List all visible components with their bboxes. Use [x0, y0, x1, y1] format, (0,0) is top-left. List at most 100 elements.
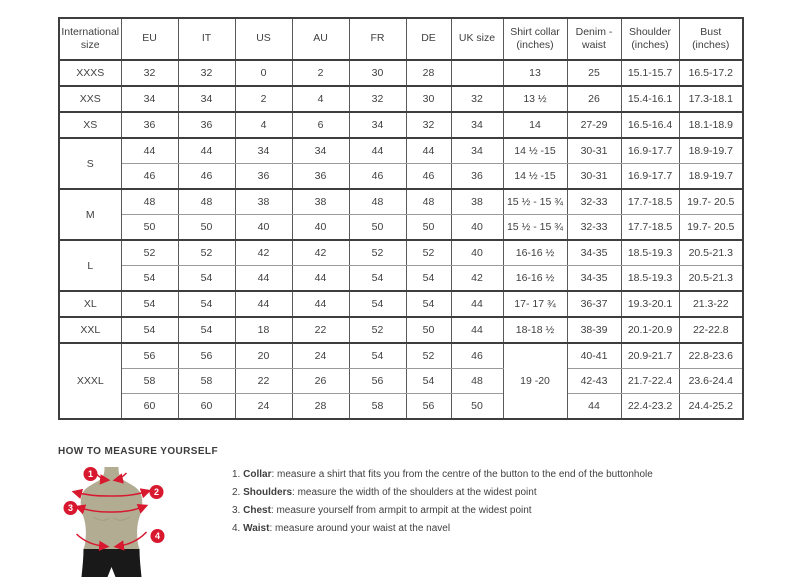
size-cell: 44	[177, 138, 236, 164]
size-cell: 15 ½ - 15 ¾	[502, 214, 568, 241]
size-cell: 56	[120, 343, 179, 369]
size-cell: 58	[120, 368, 179, 394]
mannequin-torso	[80, 467, 143, 549]
size-cell: 18	[234, 317, 293, 344]
size-cell: 16.9-17.7	[620, 138, 680, 164]
size-cell: 40	[450, 240, 504, 266]
size-cell: 34	[234, 138, 293, 164]
size-cell: 50	[120, 214, 179, 241]
size-cell: 34	[291, 138, 350, 164]
measure-heading: HOW TO MEASURE YOURSELF	[58, 446, 218, 457]
size-cell: 46	[450, 343, 504, 369]
size-cell: 36	[450, 163, 504, 190]
size-cell: 20.5-21.3	[678, 265, 744, 292]
size-cell: 42	[291, 240, 350, 266]
size-cell: 52	[405, 343, 452, 369]
measure-section: 1 2 3 4 1. Collar: measure a shirt that …	[58, 465, 787, 588]
size-cell: 14	[502, 112, 568, 139]
size-cell: 42	[450, 265, 504, 292]
size-cell: 52	[348, 240, 407, 266]
size-cell: 15 ½ - 15 ¾	[502, 189, 568, 215]
size-cell: 42-43	[566, 368, 622, 394]
measure-line-shoulders-right	[111, 488, 152, 499]
size-cell: 32	[450, 86, 504, 113]
size-cell: L	[58, 240, 122, 292]
table-row: XXXL 56 56 20 24 54 52 46 19 -20 40-41 20.9-21.7 22…	[58, 343, 744, 420]
size-cell: 2	[234, 86, 293, 113]
size-cell: XXL	[58, 317, 122, 344]
size-cell: 54	[348, 291, 407, 318]
step-term: Chest	[243, 505, 271, 516]
size-cell: S	[58, 138, 122, 190]
step-term: Collar	[243, 469, 272, 480]
size-cell: 26	[566, 86, 622, 113]
size-cell: 60	[120, 393, 179, 420]
size-cell: 54	[405, 265, 452, 292]
size-cell: 20	[234, 343, 293, 369]
size-cell: 56	[177, 343, 236, 369]
size-cell: 46	[405, 163, 452, 190]
measure-steps: 1. Collar: measure a shirt that fits you…	[232, 465, 653, 541]
size-cell: 58	[177, 368, 236, 394]
size-cell: 20.9-21.7	[620, 343, 680, 369]
size-cell: 50	[177, 214, 236, 241]
size-cell: 16.5-17.2	[678, 60, 744, 87]
size-cell: 48	[120, 189, 179, 215]
size-cell: 38-39	[566, 317, 622, 344]
size-cell: 48	[405, 189, 452, 215]
size-cell: 32	[120, 60, 179, 87]
size-cell: 54	[348, 265, 407, 292]
column-header: US	[234, 18, 293, 61]
size-cell: 14 ½ -15	[502, 163, 568, 190]
size-cell: 22-22.8	[678, 317, 744, 344]
size-cell: 22	[291, 317, 350, 344]
size-cell: 38	[450, 189, 504, 215]
size-cell: 36	[120, 112, 179, 139]
size-cell: 16.9-17.7	[620, 163, 680, 190]
table-row: 54 54 44 44 54 54 42 16-16 ½ 34-35 18.5-19.3 20.5-…	[59, 265, 744, 292]
size-cell: 27-29	[566, 112, 622, 139]
size-cell: 44	[405, 138, 452, 164]
size-cell: 52	[120, 240, 179, 266]
size-cell: 44	[450, 317, 504, 344]
size-cell: 28	[291, 393, 350, 420]
size-cell: 20.5-21.3	[678, 240, 744, 266]
measure-marker-2	[149, 485, 164, 499]
size-cell: 17.7-18.5	[620, 214, 680, 241]
size-cell: 34-35	[566, 265, 622, 292]
column-header: International size	[58, 18, 122, 61]
size-cell: 4	[234, 112, 293, 139]
size-cell: 56	[405, 393, 452, 420]
size-cell: 50	[405, 317, 452, 344]
size-cell: 32	[348, 86, 407, 113]
size-cell: 44	[291, 265, 350, 292]
size-cell: 36	[177, 112, 236, 139]
size-cell: 22	[234, 368, 293, 394]
size-cell: 46	[348, 163, 407, 190]
size-cell: 17- 17 ¾	[502, 291, 568, 318]
size-cell: 34	[120, 86, 179, 113]
size-cell: 18.1-18.9	[678, 112, 744, 139]
column-header: Shirt collar (inches)	[502, 18, 568, 61]
size-cell: 44	[450, 291, 504, 318]
size-cell: XXXL	[58, 343, 122, 420]
size-cell: XXS	[58, 86, 122, 113]
table-row: XXS 34 34 2 4 32 30 32 13 ½ 26 15.4-16.1 17.3-18.1	[58, 86, 744, 113]
mannequin-figure-box: 1 2 3 4	[58, 465, 188, 588]
step-number: 3.	[232, 505, 244, 516]
size-cell: 18.9-19.7	[678, 163, 744, 190]
size-cell: M	[58, 189, 122, 241]
size-cell: 34	[450, 112, 504, 139]
size-cell: 56	[348, 368, 407, 394]
size-cell: 40	[291, 214, 350, 241]
size-cell: 0	[234, 60, 293, 87]
size-cell: 22.8-23.6	[678, 343, 744, 369]
table-row: 60 60 24 28 58 56 50 44 22.4-23.2 24.4-25.2	[59, 393, 744, 420]
size-cell: 40	[234, 214, 293, 241]
size-cell: 58	[348, 393, 407, 420]
size-cell: 44	[291, 291, 350, 318]
size-cell: 52	[348, 317, 407, 344]
size-cell: 54	[405, 291, 452, 318]
column-header: Shoulder (inches)	[620, 18, 680, 61]
